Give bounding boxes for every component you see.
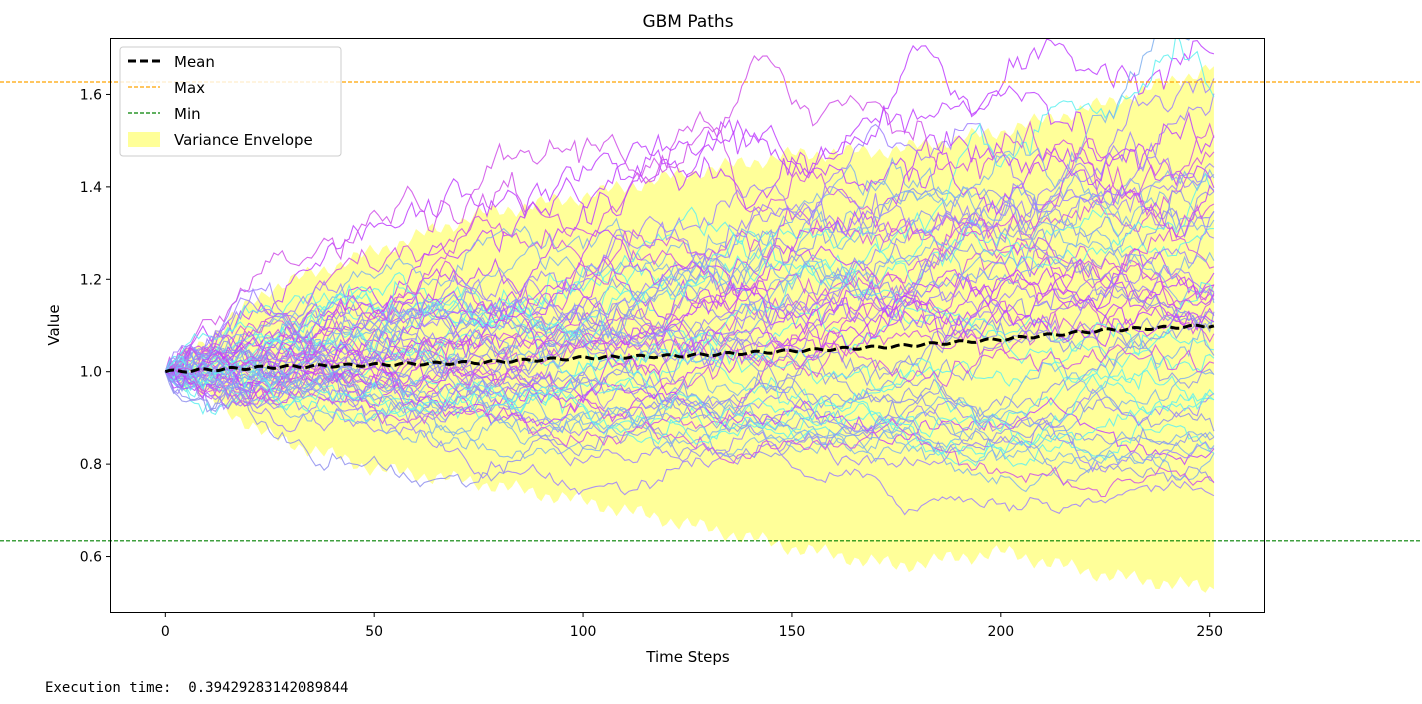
mean-line (164, 323, 1215, 374)
gbm-path (164, 258, 1215, 427)
gbm-path (165, 168, 1215, 390)
axes-frame (110, 38, 1265, 613)
gbm-path (165, 110, 1215, 378)
gbm-path (165, 332, 1215, 390)
x-axis-label: Time Steps (645, 648, 730, 666)
y-tick-label: 1.6 (80, 87, 102, 103)
legend-min-label: Min (174, 105, 201, 123)
gbm-path (164, 295, 1215, 401)
gbm-path (164, 77, 1215, 380)
y-axis-label: Value (45, 304, 63, 345)
execution-time-label: Execution time: (45, 680, 180, 696)
y-tick-label: 1.0 (80, 365, 102, 381)
gbm-path (164, 155, 1215, 385)
x-tick-label: 50 (365, 624, 383, 640)
x-axis: 0 50 100 150 200 250 (161, 612, 1223, 640)
y-tick-label: 1.2 (80, 272, 102, 288)
gbm-path (164, 292, 1215, 425)
gbm-path (164, 331, 1215, 454)
legend-envelope-label: Variance Envelope (174, 131, 313, 149)
gbm-chart: GBM Paths 0 50 100 150 200 250 0.6 0.8 1.0 1.2 1.… (0, 12, 1422, 666)
legend-box (119, 46, 342, 157)
gbm-path (165, 229, 1215, 389)
gbm-path (165, 358, 1215, 447)
gbm-path (164, 357, 1214, 473)
y-tick-label: 0.8 (80, 457, 102, 473)
gbm-path (164, 315, 1215, 488)
gbm-path (165, 134, 1215, 400)
execution-time-value: 0.39429283142089844 (188, 680, 349, 696)
gbm-path (164, 249, 1215, 373)
x-tick-label: 150 (779, 624, 806, 640)
x-tick-label: 100 (570, 624, 597, 640)
execution-time-output: Execution time: 0.39429283142089844 (45, 680, 348, 696)
x-tick-label: 250 (1196, 624, 1223, 640)
gbm-path (165, 39, 1215, 378)
legend: Mean Max Min Variance Envelope (119, 46, 342, 157)
gbm-path (164, 55, 1215, 373)
gbm-path (164, 324, 1215, 466)
gbm-path (164, 226, 1215, 386)
gbm-path (164, 203, 1215, 373)
gbm-path (165, 188, 1215, 389)
plot-area (0, 39, 1422, 593)
gbm-path (165, 156, 1215, 380)
gbm-path (164, 367, 1215, 498)
gbm-path (165, 302, 1215, 487)
gbm-path (164, 347, 1215, 516)
gbm-path (164, 287, 1215, 378)
y-tick-label: 1.4 (80, 180, 102, 196)
x-tick-label: 0 (161, 624, 170, 640)
gbm-path (165, 367, 1215, 465)
y-tick-label: 0.6 (80, 550, 102, 566)
gbm-path (164, 211, 1215, 372)
gbm-path (165, 172, 1215, 374)
x-tick-label: 200 (987, 624, 1014, 640)
legend-mean-label: Mean (174, 53, 215, 71)
gbm-path (165, 367, 1215, 481)
y-axis: 0.6 0.8 1.0 1.2 1.4 1.6 (80, 87, 111, 566)
gbm-path (164, 355, 1215, 456)
gbm-path (164, 131, 1215, 378)
legend-max-label: Max (174, 79, 205, 97)
chart-title: GBM Paths (642, 12, 733, 32)
legend-envelope-swatch (128, 132, 160, 147)
gbm-path (164, 360, 1215, 457)
